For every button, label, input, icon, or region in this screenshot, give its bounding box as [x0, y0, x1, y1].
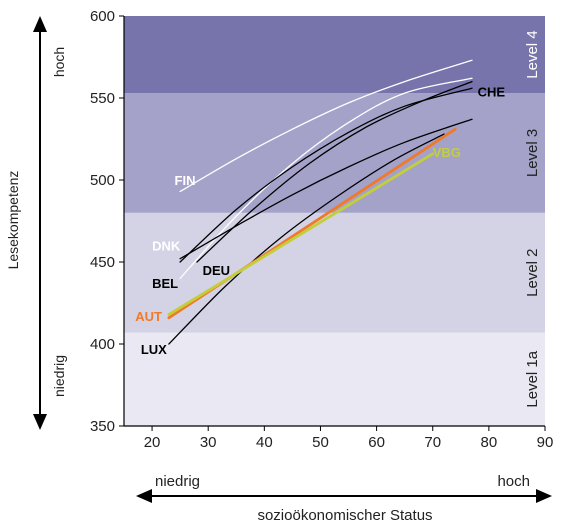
y-axis-title: Lesekompetenz: [5, 171, 21, 270]
x-tick-label: 80: [481, 434, 498, 451]
series-label-fin: FIN: [175, 173, 196, 188]
level-label-level-3: Level 3: [524, 129, 541, 177]
level-bands: Level 1a Level 2 Level 3 Level 4: [124, 16, 545, 426]
level-band-level-2: [124, 212, 545, 333]
y-tick-label: 450: [90, 254, 115, 271]
x-tick-label: 70: [424, 434, 441, 451]
x-arrow-high-label: hoch: [497, 473, 530, 490]
y-tick-label: 600: [90, 8, 115, 25]
series-label-che: CHE: [478, 84, 506, 99]
level-band-level-3: [124, 93, 545, 213]
x-tick-label: 50: [312, 434, 329, 451]
series-line-bel: [179, 118, 473, 260]
y-tick-label: 350: [90, 418, 115, 435]
series-lines: FIN DNK BEL DEU CHE LUX AUT VBG: [135, 59, 506, 357]
level-label-level-1a: Level 1a: [524, 350, 541, 407]
series-label-deu: DEU: [203, 263, 230, 278]
y-arrow-low-label: niedrig: [51, 355, 67, 397]
series-line-fin: [179, 59, 473, 193]
series-label-dnk: DNK: [152, 239, 181, 254]
x-tick-label: 90: [537, 434, 554, 451]
x-tick-label: 60: [368, 434, 385, 451]
series-label-bel: BEL: [152, 276, 178, 291]
series-line-lux: [168, 133, 445, 345]
level-label-level-2: Level 2: [524, 248, 541, 296]
x-arrow-low-label: niedrig: [155, 473, 200, 490]
y-tick-label: 500: [90, 172, 115, 189]
y-arrow-high-label: hoch: [51, 47, 67, 77]
y-axis-arrow: [33, 16, 47, 430]
x-tick-label: 30: [200, 434, 217, 451]
x-axis-arrow: [136, 489, 552, 503]
series-label-aut: AUT: [135, 309, 162, 324]
series-line-vbg: [167, 152, 435, 316]
series-label-vbg: VBG: [433, 145, 461, 160]
series-line-dnk: [179, 77, 473, 280]
x-tick-label: 20: [144, 434, 161, 451]
y-tick-label: 400: [90, 336, 115, 353]
level-band-level-4: [124, 16, 545, 94]
series-line-che: [179, 87, 473, 263]
y-tick-label: 550: [90, 90, 115, 107]
level-band-level-1a: [124, 332, 545, 426]
axes: 350 400 450 500 550 600 20 30 40 50 60 70 80 90: [90, 8, 553, 451]
series-label-lux: LUX: [141, 342, 167, 357]
x-axis-title: sozioökonomischer Status: [257, 507, 432, 524]
x-tick-label: 40: [256, 434, 273, 451]
level-label-level-4: Level 4: [524, 30, 541, 78]
